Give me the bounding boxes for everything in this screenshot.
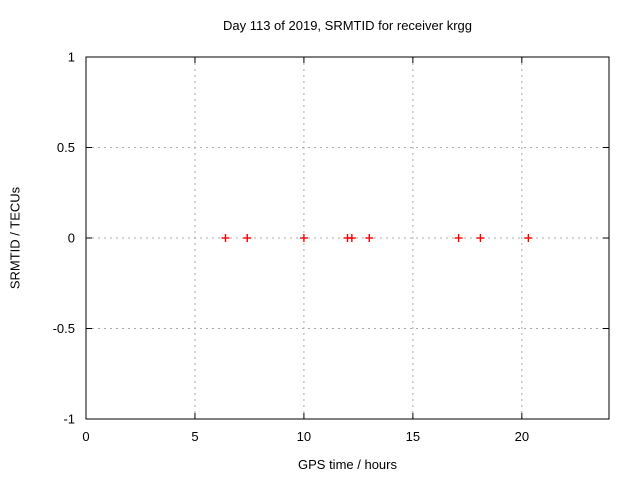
x-axis-label: GPS time / hours — [298, 457, 397, 472]
chart-title: Day 113 of 2019, SRMTID for receiver krg… — [222, 18, 473, 33]
x-tick-label: 5 — [191, 429, 198, 444]
x-tick-label: 0 — [82, 429, 89, 444]
y-tick-label: -0.5 — [53, 321, 75, 336]
x-tick-label: 15 — [406, 429, 420, 444]
y-tick-label: -1 — [63, 412, 75, 427]
data-points — [221, 234, 533, 242]
x-tick-label: 20 — [515, 429, 529, 444]
tick-labels: 0 5 10 15 20 -1 -0.5 0 0.5 1 — [53, 50, 529, 445]
y-tick-label: 0.5 — [57, 140, 75, 155]
tick-marks — [85, 56, 609, 420]
gridlines — [86, 57, 609, 419]
y-tick-label: 1 — [68, 50, 75, 65]
y-tick-label: 0 — [68, 231, 75, 246]
x-tick-label: 10 — [297, 429, 311, 444]
